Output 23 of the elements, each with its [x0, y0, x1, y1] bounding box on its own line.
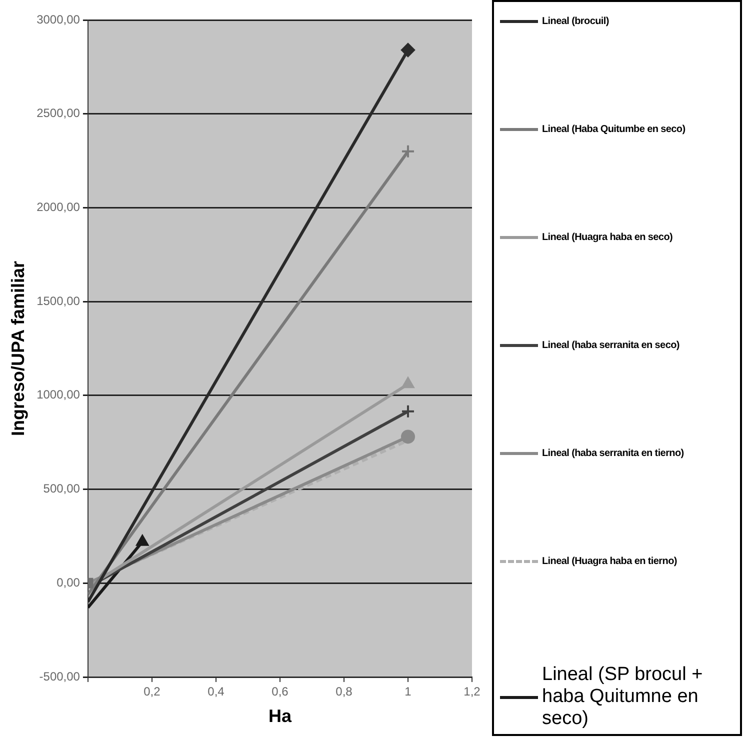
legend-label: Lineal (haba serranita en tierno) — [542, 448, 684, 459]
y-tick-label: 1500,00 — [36, 294, 80, 308]
y-tick-label: 2500,00 — [36, 106, 80, 120]
x-tick-label: 0,6 — [272, 684, 289, 699]
x-tick-label: 0,2 — [144, 684, 161, 699]
y-tick-label: 1000,00 — [36, 388, 80, 402]
legend-label: Lineal (Huagra haba en seco) — [542, 232, 673, 243]
y-tick-label: -500,00 — [39, 669, 80, 684]
x-tick-label: 1 — [404, 684, 412, 699]
y-tick-label: 2000,00 — [36, 200, 80, 214]
legend-label: Lineal (SP brocul + haba Quitumne en seco) — [542, 664, 704, 730]
x-tick-label: 0,4 — [208, 684, 225, 699]
legend-label: Lineal (Haba Quitumbe en seco) — [542, 124, 686, 135]
legend-label: Lineal (brocuil) — [542, 16, 609, 27]
y-tick-label: 500,00 — [43, 482, 80, 496]
x-tick-label: 1,2 — [464, 684, 481, 699]
x-axis-title: Ha — [268, 706, 292, 726]
x-tick-label: 0,8 — [336, 684, 353, 699]
legend-label: Lineal (haba serranita en seco) — [542, 340, 680, 351]
y-tick-label: 0,00 — [56, 575, 80, 590]
y-tick-label: 3000,00 — [36, 12, 80, 26]
legend-label: Lineal (Huagra haba en tierno) — [542, 556, 677, 567]
y-axis-title: Ingreso/UPA familiar — [8, 260, 28, 436]
